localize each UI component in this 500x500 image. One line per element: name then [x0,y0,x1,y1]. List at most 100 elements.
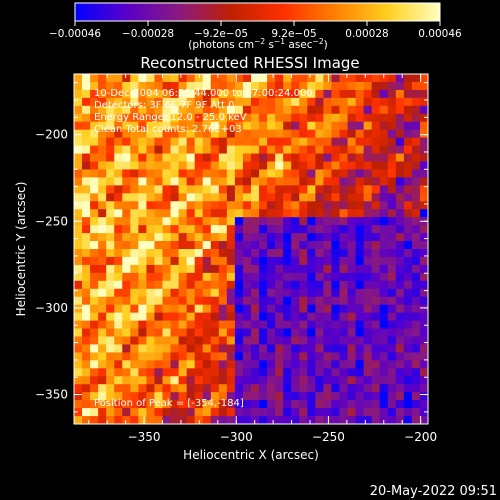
heatmap-cell [411,169,421,179]
heatmap-cell [363,249,373,258]
heatmap-cell [194,97,204,107]
heatmap-cell [267,368,276,377]
heatmap-cell [339,113,349,123]
heatmap-cell [178,272,188,282]
heatmap-cell [291,201,300,210]
heatmap-cell [130,233,139,242]
heatmap-cell [226,153,236,163]
heatmap-cell [90,177,99,186]
heatmap-cell [122,177,131,186]
heatmap-cell [251,336,260,346]
heatmap-cell [82,280,91,290]
heatmap-cell [267,400,276,409]
heatmap-cell [307,177,316,186]
heatmap-cell [218,352,228,361]
heatmap-cell [226,161,236,171]
heatmap-cell [411,217,421,226]
heatmap-cell [323,272,333,282]
heatmap-cell [419,161,428,171]
heatmap-cell [291,392,300,401]
heatmap-cell [403,272,413,282]
heatmap-cell [259,376,268,385]
heatmap-cell [138,225,148,234]
heatmap-cell [379,97,389,107]
heatmap-cell [363,320,373,330]
heatmap-cell [267,169,276,179]
heatmap-cell [395,249,405,258]
heatmap-cell [122,264,131,274]
heatmap-cell [218,344,228,354]
heatmap-cell [363,272,373,282]
heatmap-cell [234,320,244,330]
heatmap-cell [194,368,204,377]
heatmap-cell [299,312,308,322]
heatmap-cell [82,249,91,258]
heatmap-cell [331,288,341,298]
heatmap-cell [114,352,123,361]
heatmap-cell [202,376,212,385]
heatmap-cell [170,384,180,393]
heatmap-cell [234,185,244,194]
heatmap-cell [387,328,397,338]
heatmap-cell [331,217,341,226]
heatmap-cell [130,185,139,194]
heatmap-cell [419,113,428,123]
heatmap-cell [259,81,268,91]
heatmap-cell [291,272,300,282]
heatmap-cell [242,416,252,424]
heatmap-cell [242,304,252,314]
heatmap-cell [275,400,284,409]
heatmap-cell [299,336,308,346]
heatmap-cell [259,97,268,107]
heatmap-cell [339,105,349,115]
heatmap-cell [403,296,413,306]
heatmap-cell [251,416,260,424]
heatmap-cell [106,153,115,163]
heatmap-cell [178,225,188,234]
heatmap-cell [226,113,236,123]
heatmap-cell [138,97,148,107]
heatmap-cell [275,408,284,417]
heatmap-cell [339,280,349,290]
heatmap-cell [218,320,228,330]
heatmap-cell [130,145,139,155]
heatmap-cell [210,288,220,298]
heatmap-cell [299,288,308,298]
heatmap-cell [387,280,397,290]
heatmap-cell [106,328,115,338]
heatmap-cell [331,137,341,147]
heatmap-cell [315,201,325,210]
heatmap-cell [363,280,373,290]
heatmap-cell [106,121,115,131]
heatmap-cell [283,209,292,218]
heatmap-cell [82,320,91,330]
heatmap-cell [379,376,389,385]
heatmap-cell [82,217,91,226]
heatmap-cell [363,89,373,99]
heatmap-cell [283,145,292,155]
heatmap-cell [242,145,252,155]
heatmap-cell [275,137,284,147]
heatmap-cell [130,241,139,250]
heatmap-cell [411,256,421,266]
heatmap-cell [275,81,284,91]
heatmap-cell [331,249,341,258]
heatmap-cell [363,193,373,202]
heatmap-cell [130,392,139,401]
heatmap-cell [162,145,172,155]
heatmap-cell [146,169,156,179]
heatmap-cell [82,288,91,298]
heatmap-cell [90,392,99,401]
heatmap-cell [210,272,220,282]
heatmap-cell [186,121,196,131]
heatmap-cell [299,161,308,171]
heatmap-cell [74,400,83,409]
heatmap-cell [242,97,252,107]
heatmap-cell [194,145,204,155]
heatmap-cell [403,74,413,83]
heatmap-cell [355,392,365,401]
heatmap-cell [146,304,156,314]
heatmap-cell [178,97,188,107]
heatmap-cell [178,256,188,266]
heatmap-cell [210,416,220,424]
